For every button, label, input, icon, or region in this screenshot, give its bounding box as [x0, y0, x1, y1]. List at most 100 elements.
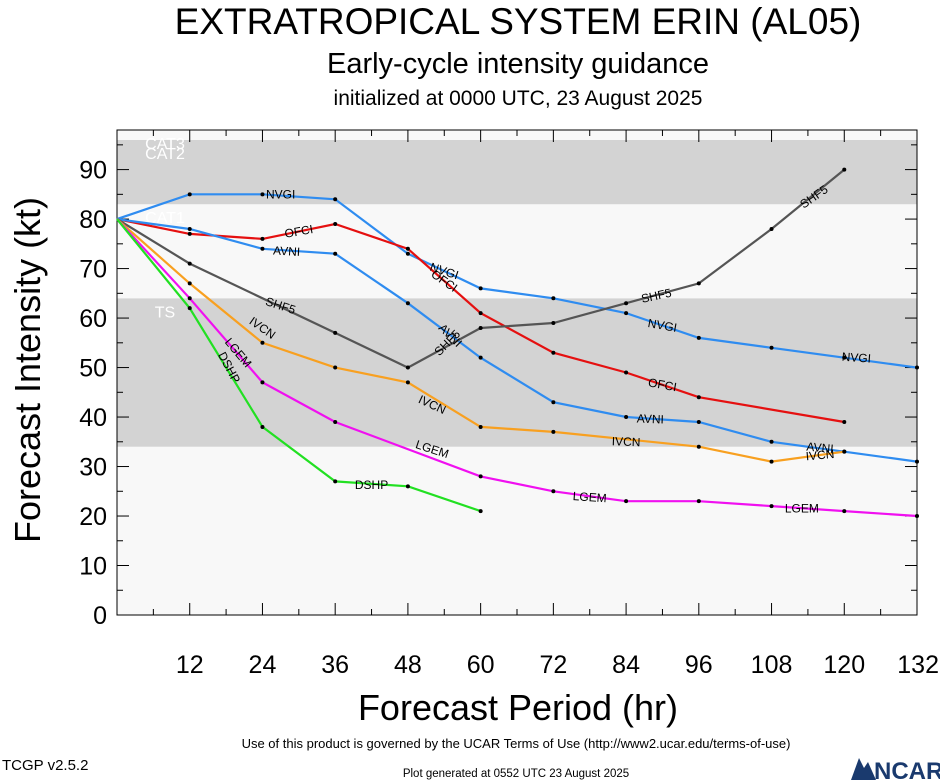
- data-point-nvgi: [187, 192, 192, 197]
- data-point-lgem: [551, 489, 556, 494]
- series-nvgi: [116, 192, 919, 370]
- data-point-nvgi: [260, 192, 265, 197]
- chart-init-time: initialized at 0000 UTC, 23 August 2025: [334, 87, 703, 110]
- data-point-lgem: [478, 474, 483, 479]
- data-point-ofci: [333, 222, 338, 227]
- series-label-lgem: LGEM: [572, 489, 607, 505]
- data-point-ivcn: [333, 365, 338, 370]
- data-point-ofci: [842, 419, 847, 424]
- y-tick-label: 40: [79, 404, 107, 432]
- data-point-avni: [696, 419, 701, 424]
- data-point-lgem: [333, 419, 338, 424]
- series-label-nvgi: NVGI: [647, 316, 678, 335]
- x-tick-label: 108: [751, 651, 793, 679]
- x-tick-label: 48: [394, 651, 422, 679]
- data-point-nvgi: [478, 286, 483, 291]
- series-label-shf5: SHF5: [640, 286, 673, 306]
- data-point-nvgi: [696, 335, 701, 340]
- ncar-logo-icon: [851, 758, 876, 780]
- data-point-nvgi: [769, 345, 774, 350]
- data-point-nvgi: [624, 311, 629, 316]
- x-tick-label: 96: [685, 651, 713, 679]
- data-point-ivcn: [260, 340, 265, 345]
- x-tick-label: 60: [467, 651, 495, 679]
- chart-subtitle: Early-cycle intensity guidance: [327, 48, 709, 80]
- data-point-shf5: [333, 330, 338, 335]
- data-point-ofci: [624, 370, 629, 375]
- y-tick-label: 10: [79, 553, 107, 581]
- series-label-avni: AVNI: [273, 244, 301, 259]
- data-point-shf5: [769, 226, 774, 231]
- series-lgem: [116, 218, 919, 519]
- x-tick-label: 120: [823, 651, 865, 679]
- y-axis-label: Forecast Intensity (kt): [7, 197, 48, 543]
- series-line-ofci: [116, 218, 845, 424]
- y-tick-label: 0: [93, 602, 107, 630]
- version-text: TCGP v2.5.2: [2, 757, 88, 774]
- data-point-avni: [915, 459, 919, 464]
- series-dshp: [116, 218, 483, 514]
- data-point-shf5: [405, 365, 410, 370]
- data-point-avni: [405, 301, 410, 306]
- series-label-ofci: OFCI: [647, 375, 678, 394]
- data-point-avni: [333, 251, 338, 256]
- data-point-shf5: [696, 281, 701, 286]
- series-label-avni: AVNI: [637, 412, 665, 427]
- data-point-avni: [624, 415, 629, 420]
- series-label-lgem: LGEM: [785, 502, 819, 516]
- data-point-ofci: [260, 236, 265, 241]
- x-tick-label: 132: [897, 651, 939, 679]
- series-line-avni: [116, 218, 918, 463]
- data-point-dshp: [405, 484, 410, 489]
- series-label-ofci: OFCI: [283, 222, 314, 241]
- data-point-ofci: [551, 350, 556, 355]
- data-point-dshp: [333, 479, 338, 484]
- series-line-ivcn: [116, 218, 845, 463]
- series-label-ivcn: IVCN: [612, 434, 641, 449]
- series-labels: NVGINVGINVGINVGIOFCIOFCIOFCIAVNIAVNIAVNI…: [215, 182, 871, 515]
- data-point-ofci: [478, 311, 483, 316]
- series-line-nvgi: [116, 193, 918, 369]
- data-point-shf5: [478, 325, 483, 330]
- data-point-ivcn: [842, 449, 847, 454]
- series-label-ivcn: IVCN: [805, 447, 835, 463]
- y-tick-label: 90: [79, 157, 107, 185]
- data-point-nvgi: [842, 355, 847, 360]
- chart-title: EXTRATROPICAL SYSTEM ERIN (AL05): [175, 1, 862, 42]
- data-point-shf5: [624, 301, 629, 306]
- y-tick-label: 20: [79, 503, 107, 531]
- intensity-bands: [117, 130, 917, 615]
- series-line-dshp: [116, 218, 481, 513]
- x-axis-label: Forecast Period (hr): [358, 687, 678, 728]
- data-point-nvgi: [915, 365, 919, 370]
- series-avni: [116, 218, 919, 464]
- data-point-dshp: [478, 509, 483, 514]
- data-point-lgem: [260, 380, 265, 385]
- data-point-nvgi: [551, 296, 556, 301]
- generated-timestamp: Plot generated at 0552 UTC 23 August 202…: [403, 768, 629, 780]
- x-tick-label: 12: [176, 651, 204, 679]
- ncar-logo: NCAR: [851, 758, 940, 780]
- data-point-ivcn: [478, 424, 483, 429]
- x-tick-label: 72: [539, 651, 567, 679]
- data-point-shf5: [842, 167, 847, 172]
- y-tick-label: 80: [79, 206, 107, 234]
- data-point-nvgi: [405, 251, 410, 256]
- band-ts: [117, 298, 917, 447]
- band-label-cat2: CAT2: [145, 146, 185, 163]
- plot-axes: 0 10 20 30 40 50 60 70 80 90 12 24 36 48 60 72 84 96 108 12…: [79, 129, 939, 679]
- data-point-lgem: [769, 504, 774, 509]
- data-point-ofci: [696, 395, 701, 400]
- data-point-shf5: [187, 261, 192, 266]
- terms-of-use-text: Use of this product is governed by the U…: [242, 736, 791, 751]
- series-label-nvgi: NVGI: [266, 187, 295, 201]
- data-point-nvgi: [333, 197, 338, 202]
- y-tick-label: 70: [79, 256, 107, 284]
- x-tick-label: 84: [612, 651, 640, 679]
- y-tick-label: 50: [79, 355, 107, 383]
- data-point-ofci: [405, 246, 410, 251]
- x-tick-label: 36: [321, 651, 349, 679]
- data-point-avni: [260, 246, 265, 251]
